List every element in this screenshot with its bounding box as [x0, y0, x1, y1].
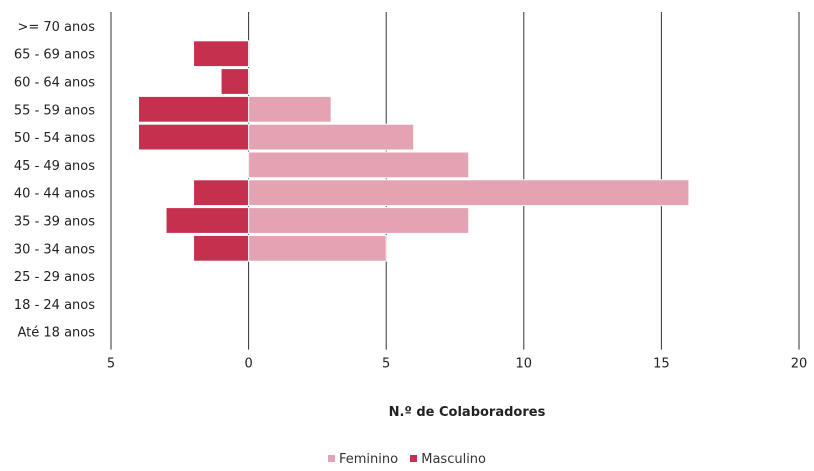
category-label: 60 - 64 anos: [14, 76, 95, 91]
category-label: 25 - 29 anos: [14, 270, 95, 285]
legend: Feminino Masculino: [0, 452, 814, 467]
category-label: 45 - 49 anos: [14, 159, 95, 174]
x-tick-labels: 5 0 5 10 15 20: [107, 357, 807, 372]
category-label: 40 - 44 anos: [14, 187, 95, 202]
x-tick-label: 0: [244, 357, 252, 372]
category-label: >= 70 anos: [17, 20, 95, 35]
bar-feminino: [248, 207, 470, 234]
category-label: 18 - 24 anos: [14, 298, 95, 313]
category-labels: >= 70 anos 65 - 69 anos 60 - 64 anos 55 - 5…: [14, 20, 95, 341]
legend-swatch-masculino: [410, 455, 418, 462]
bar-masculino: [220, 68, 250, 95]
category-label: Até 18 anos: [18, 326, 96, 341]
bars: [138, 40, 690, 262]
x-tick-label: 20: [791, 357, 808, 372]
bar-masculino: [193, 179, 250, 207]
legend-label-masculino: Masculino: [421, 452, 486, 467]
category-label: 50 - 54 anos: [14, 131, 95, 146]
x-tick-label: 5: [107, 357, 115, 372]
bar-feminino: [248, 123, 415, 151]
bar-feminino: [248, 234, 387, 262]
bar-feminino: [248, 151, 470, 179]
legend-label-feminino: Feminino: [339, 452, 399, 467]
bar-masculino: [165, 207, 250, 234]
legend-item-feminino: Feminino: [328, 452, 398, 467]
legend-item-masculino: Masculino: [410, 452, 486, 467]
bar-masculino: [138, 95, 250, 123]
bar-masculino: [193, 234, 250, 262]
category-label: 65 - 69 anos: [14, 48, 95, 63]
category-label: 30 - 34 anos: [14, 242, 95, 257]
x-tick-label: 10: [516, 357, 533, 372]
x-tick-label: 5: [382, 357, 390, 372]
bar-feminino: [248, 95, 332, 123]
bar-masculino: [193, 40, 250, 68]
category-label: 35 - 39 anos: [14, 215, 95, 230]
x-tick-label: 15: [653, 357, 670, 372]
category-label: 55 - 59 anos: [14, 103, 95, 118]
bar-feminino: [248, 179, 690, 207]
x-axis-title: N.º de Colaboradores: [389, 405, 546, 420]
legend-swatch-feminino: [328, 455, 335, 462]
bar-masculino: [138, 123, 250, 151]
